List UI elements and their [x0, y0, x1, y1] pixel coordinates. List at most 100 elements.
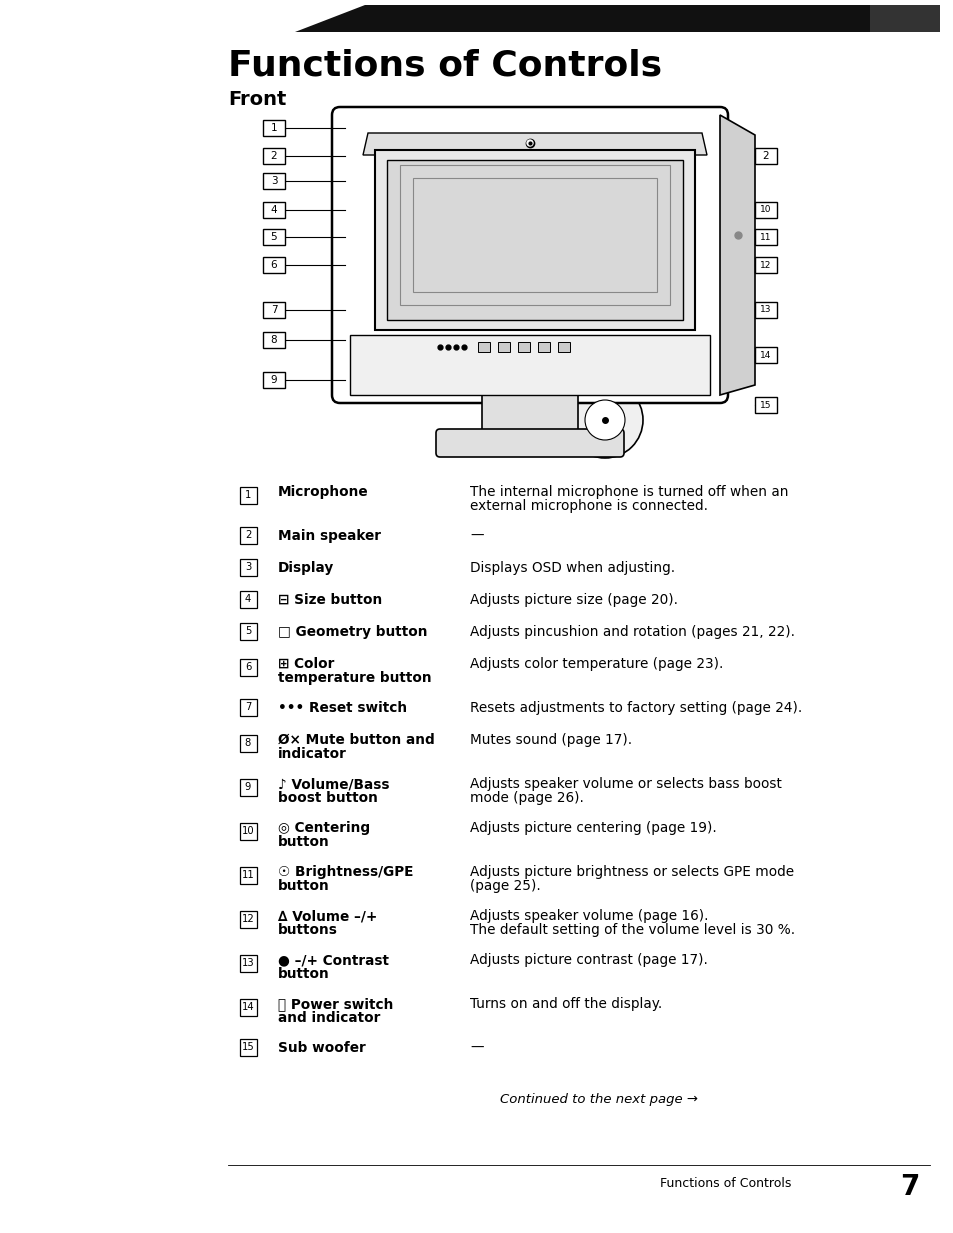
- Text: 15: 15: [241, 1042, 254, 1052]
- Text: button: button: [277, 835, 330, 850]
- Text: temperature button: temperature button: [277, 671, 431, 686]
- Bar: [240, 487, 256, 504]
- Bar: [240, 956, 256, 973]
- Text: 11: 11: [760, 233, 771, 242]
- Text: 14: 14: [241, 1002, 254, 1012]
- Bar: [754, 229, 776, 245]
- Text: —: —: [470, 529, 483, 543]
- Text: ◎ Centering: ◎ Centering: [277, 821, 370, 835]
- Text: 11: 11: [241, 870, 254, 880]
- Text: —: —: [470, 1041, 483, 1055]
- Bar: [263, 256, 285, 272]
- Text: 9: 9: [245, 783, 251, 793]
- Text: 8: 8: [245, 739, 251, 748]
- Bar: [497, 342, 510, 351]
- Polygon shape: [720, 115, 754, 395]
- Text: Ø× Mute button and: Ø× Mute button and: [277, 732, 435, 747]
- Bar: [240, 528, 256, 544]
- Bar: [387, 160, 682, 321]
- Bar: [240, 560, 256, 576]
- Text: 15: 15: [760, 401, 771, 409]
- Text: □ Geometry button: □ Geometry button: [277, 625, 427, 639]
- Text: 4: 4: [245, 594, 251, 604]
- Text: Adjusts picture size (page 20).: Adjusts picture size (page 20).: [470, 593, 678, 607]
- Bar: [263, 173, 285, 189]
- Bar: [413, 178, 657, 292]
- Text: Sub woofer: Sub woofer: [277, 1041, 365, 1055]
- Circle shape: [566, 382, 642, 457]
- Text: 14: 14: [760, 350, 771, 360]
- Bar: [399, 165, 669, 305]
- Text: 6: 6: [271, 260, 277, 270]
- Text: 4: 4: [271, 205, 277, 215]
- Bar: [240, 867, 256, 884]
- Text: 2: 2: [761, 150, 768, 162]
- Text: 7: 7: [271, 305, 277, 314]
- Text: Adjusts pincushion and rotation (pages 21, 22).: Adjusts pincushion and rotation (pages 2…: [470, 625, 794, 639]
- FancyBboxPatch shape: [481, 392, 578, 436]
- Bar: [240, 1000, 256, 1016]
- Text: ••• Reset switch: ••• Reset switch: [277, 702, 407, 715]
- Bar: [240, 779, 256, 797]
- Bar: [754, 346, 776, 363]
- Text: 12: 12: [760, 260, 771, 270]
- Bar: [754, 148, 776, 164]
- Text: 7: 7: [899, 1173, 919, 1201]
- Circle shape: [584, 399, 624, 440]
- Text: Adjusts speaker volume or selects bass boost: Adjusts speaker volume or selects bass b…: [470, 777, 781, 792]
- Text: ⊞ Color: ⊞ Color: [277, 657, 334, 671]
- Text: Adjusts picture centering (page 19).: Adjusts picture centering (page 19).: [470, 821, 716, 835]
- Bar: [517, 342, 530, 351]
- Text: 9: 9: [271, 375, 277, 385]
- Polygon shape: [294, 5, 939, 32]
- Bar: [537, 342, 550, 351]
- Text: 5: 5: [271, 232, 277, 242]
- Text: Display: Display: [277, 561, 334, 575]
- Text: Main speaker: Main speaker: [277, 529, 380, 543]
- Bar: [240, 623, 256, 640]
- Bar: [754, 302, 776, 318]
- Bar: [263, 372, 285, 388]
- Bar: [263, 302, 285, 318]
- Bar: [375, 150, 695, 330]
- Text: Adjusts picture brightness or selects GPE mode: Adjusts picture brightness or selects GP…: [470, 866, 793, 879]
- FancyBboxPatch shape: [436, 429, 623, 457]
- Bar: [240, 591, 256, 608]
- Text: Front: Front: [228, 90, 286, 109]
- Text: Adjusts color temperature (page 23).: Adjusts color temperature (page 23).: [470, 657, 722, 671]
- Bar: [350, 335, 709, 395]
- Text: Adjusts picture contrast (page 17).: Adjusts picture contrast (page 17).: [470, 953, 707, 967]
- Bar: [263, 148, 285, 164]
- Text: 13: 13: [760, 306, 771, 314]
- Text: 2: 2: [245, 530, 251, 540]
- Text: 8: 8: [271, 335, 277, 345]
- Bar: [240, 699, 256, 716]
- Bar: [263, 120, 285, 136]
- Text: The internal microphone is turned off when an: The internal microphone is turned off wh…: [470, 485, 788, 499]
- Polygon shape: [363, 133, 706, 155]
- Text: and indicator: and indicator: [277, 1011, 380, 1025]
- Text: 5: 5: [245, 626, 251, 636]
- Text: Microphone: Microphone: [277, 485, 368, 499]
- Bar: [263, 332, 285, 348]
- Text: 7: 7: [245, 703, 251, 713]
- Text: 12: 12: [241, 915, 254, 925]
- Text: buttons: buttons: [277, 924, 337, 937]
- Text: Resets adjustments to factory setting (page 24).: Resets adjustments to factory setting (p…: [470, 702, 801, 715]
- Text: ● –/+ Contrast: ● –/+ Contrast: [277, 953, 389, 967]
- Text: external microphone is connected.: external microphone is connected.: [470, 499, 707, 513]
- Text: 2: 2: [271, 150, 277, 162]
- Text: The default setting of the volume level is 30 %.: The default setting of the volume level …: [470, 924, 794, 937]
- Text: Functions of Controls: Functions of Controls: [228, 48, 661, 83]
- Text: button: button: [277, 879, 330, 893]
- Text: ∆ Volume –/+: ∆ Volume –/+: [277, 909, 377, 924]
- Text: mode (page 26).: mode (page 26).: [470, 792, 583, 805]
- Text: ⏻ Power switch: ⏻ Power switch: [277, 997, 393, 1011]
- Text: button: button: [277, 967, 330, 981]
- Text: Displays OSD when adjusting.: Displays OSD when adjusting.: [470, 561, 675, 575]
- Text: indicator: indicator: [277, 747, 347, 761]
- Bar: [240, 660, 256, 677]
- Text: ♪ Volume/Bass: ♪ Volume/Bass: [277, 777, 389, 792]
- Circle shape: [526, 141, 533, 145]
- Bar: [263, 229, 285, 245]
